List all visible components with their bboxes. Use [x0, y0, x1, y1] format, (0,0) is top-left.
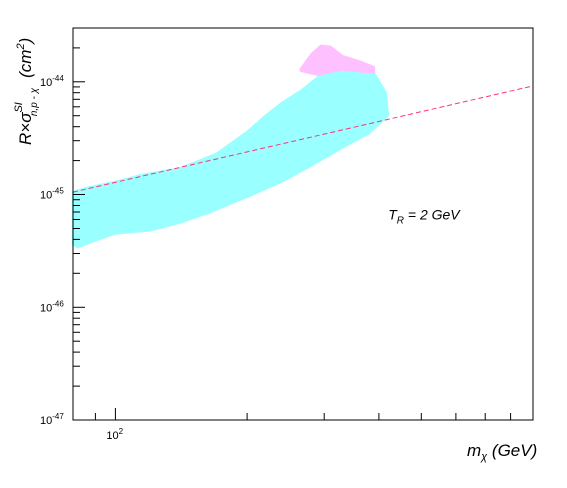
y-axis-ticks: 10-47 10-46 10-45 10-44: [40, 27, 85, 427]
scatter-region-0: [72, 67, 390, 249]
exclusion-limit-line: [72, 85, 534, 193]
y-tick-label: 10-47: [40, 412, 64, 427]
y-tick-label: 10-44: [40, 74, 64, 89]
y-axis-label: R×σSI n,p - χ(cm2): [13, 38, 40, 145]
y-tick-label: 10-46: [40, 299, 64, 314]
annotation-tr: TR = 2 GeV: [388, 207, 461, 227]
x-axis-ticks: 102: [72, 408, 534, 442]
scatter-region-1: [299, 44, 376, 76]
x-axis-label: mχ (GeV): [467, 441, 537, 463]
y-tick-label: 10-45: [40, 187, 64, 202]
scatter-regions: [72, 44, 390, 249]
x-tick-label: 102: [106, 427, 123, 442]
plot-frame: [72, 27, 534, 421]
